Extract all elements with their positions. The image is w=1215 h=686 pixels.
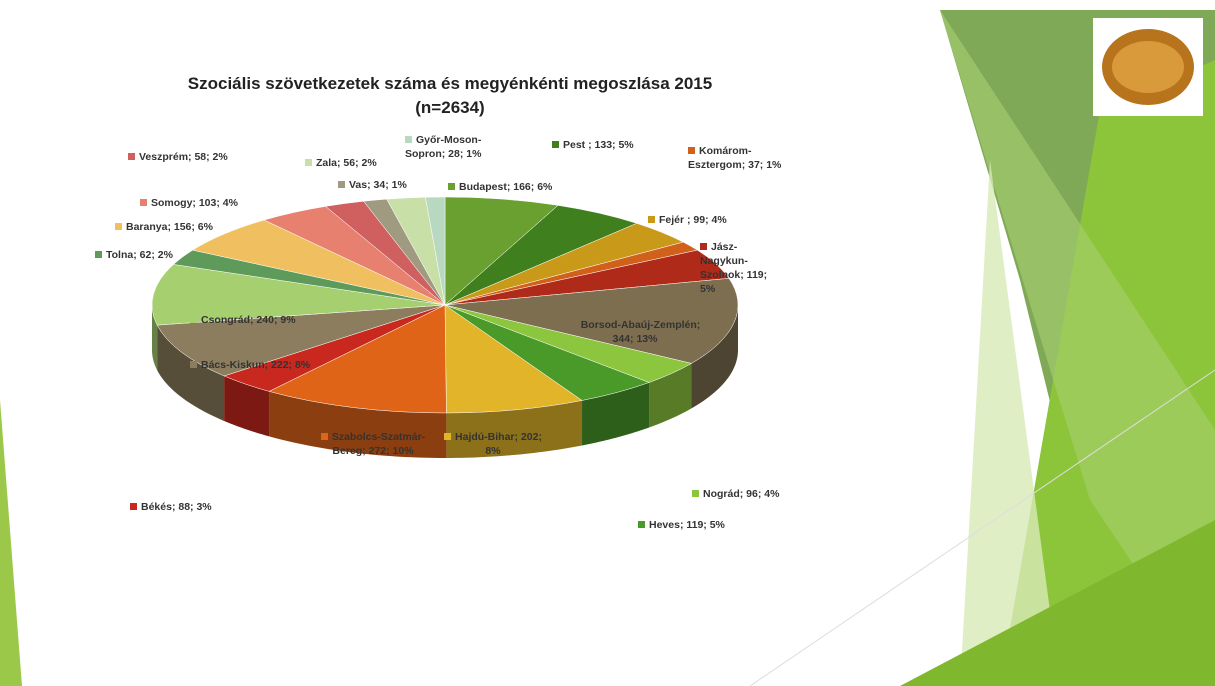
label-name: Heves [649,519,680,531]
label-swatch [700,243,707,250]
label-name: Békés [141,501,172,513]
slide: Szociális szövetkezetek száma és megyénk… [0,0,1215,686]
label-swatch [338,181,345,188]
label-value: ; 28; 1% [442,148,482,160]
label-swatch [448,183,455,190]
label-swatch [190,316,197,323]
label-swatch [321,433,328,440]
label-swatch [140,199,147,206]
label-name: Bács-Kiskun [201,359,265,371]
data-label: Somogy; 103; 4% [140,196,300,210]
data-label: Veszprém; 58; 2% [128,150,248,164]
chart-title: Szociális szövetkezetek száma és megyénk… [170,72,730,120]
data-label: Zala; 56; 2% [305,156,405,170]
label-value: ; 272; 10% [362,445,413,457]
label-name: Borsod-Abaúj-Zemplén [581,319,697,331]
label-swatch [444,433,451,440]
label-value: ; 222; 8% [265,359,311,371]
data-label: Vas; 34; 1% [338,178,428,192]
label-swatch [115,223,122,230]
label-value: ; 58; 2% [188,151,228,163]
label-name: Zala [316,157,337,169]
label-name: Veszprém [139,151,188,163]
data-label: Nográd; 96; 4% [692,487,832,501]
label-value: ; 240; 9% [250,314,296,326]
label-swatch [405,136,412,143]
data-label: Komárom-Esztergom; 37; 1% [688,144,806,172]
label-value: ; 133; 5% [588,139,634,151]
logo [1112,41,1184,93]
label-name: Nográd [703,488,740,500]
label-swatch [638,521,645,528]
label-value: ; 166; 6% [507,181,553,193]
label-value: ; 103; 4% [192,197,238,209]
data-label: Bács-Kiskun; 222; 8% [190,358,350,372]
label-name: Fejér [659,214,687,226]
label-value: ; 88; 3% [172,501,212,513]
label-value: ; 99; 4% [687,214,727,226]
data-label: Békés; 88; 3% [130,500,270,514]
label-value: ; 62; 2% [133,249,173,261]
data-label: Tolna; 62; 2% [95,248,235,262]
label-swatch [305,159,312,166]
label-value: ; 96; 4% [740,488,780,500]
label-swatch [190,361,197,368]
label-value: ; 156; 6% [167,221,213,233]
data-label: Heves; 119; 5% [638,518,778,532]
label-swatch [128,153,135,160]
decor [0,400,22,686]
label-name: Pest [563,139,588,151]
label-name: Csongrád [201,314,250,326]
label-value: ; 34; 1% [367,179,407,191]
label-value: ; 119; 5% [680,519,725,531]
label-value: ; 37; 1% [742,159,782,171]
label-swatch [648,216,655,223]
label-name: Hajdú-Bihar [455,431,515,443]
data-label: Borsod-Abaúj-Zemplén; 344; 13% [560,318,710,346]
data-label: Baranya; 156; 6% [115,220,275,234]
label-name: Baranya [126,221,167,233]
label-name: Vas [349,179,367,191]
label-swatch [692,490,699,497]
label-name: Somogy [151,197,192,209]
data-label: Pest ; 133; 5% [552,138,692,152]
data-label: Győr-Moson-Sopron; 28; 1% [405,133,520,161]
label-swatch [95,251,102,258]
label-value: ; 56; 2% [337,157,377,169]
data-label: Jász-Nagykun-Szolnok; 119; 5% [700,240,782,296]
data-label: Budapest; 166; 6% [448,180,588,194]
label-swatch [130,503,137,510]
data-label: Fejér ; 99; 4% [648,213,768,227]
label-swatch [552,141,559,148]
data-label: Hajdú-Bihar; 202; 8% [438,430,548,458]
label-swatch [688,147,695,154]
label-name: Budapest [459,181,507,193]
label-name: Tolna [106,249,133,261]
data-label: Csongrád; 240; 9% [190,313,350,327]
data-label: Szabolcs-Szatmár-Bereg; 272; 10% [308,430,438,458]
label-swatch [570,321,577,328]
